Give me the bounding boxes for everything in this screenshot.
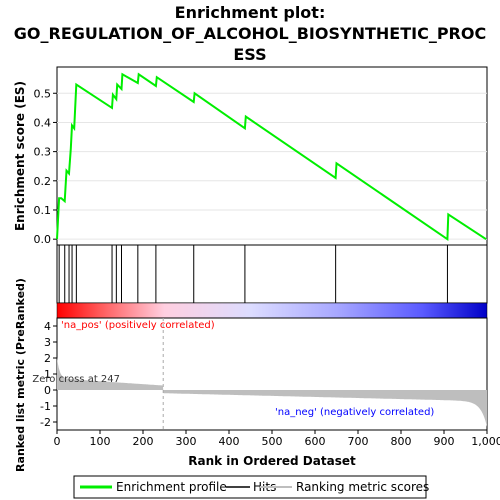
color-bar-rect bbox=[56, 302, 488, 319]
metric-ytick-label: 3 bbox=[44, 336, 51, 349]
es-y-axis-label: Enrichment score (ES) bbox=[13, 81, 27, 231]
x-tick-label: 0 bbox=[54, 435, 61, 448]
x-tick-label: 300 bbox=[176, 435, 197, 448]
x-tick-label: 700 bbox=[348, 435, 369, 448]
es-panel: 0.0 0.1 0.2 0.3 0.4 0.5 Enrichment score (ES) bbox=[13, 66, 488, 246]
legend-metric-label: Ranking metric scores bbox=[296, 480, 429, 494]
hit-lines bbox=[58, 245, 448, 303]
negative-correlation-label: 'na_neg' (negatively correlated) bbox=[275, 407, 434, 418]
legend-enrichment-label: Enrichment profile bbox=[116, 480, 227, 494]
x-tick-label: 1,000 bbox=[471, 435, 500, 448]
legend: Enrichment profile Hits Ranking metric s… bbox=[73, 475, 429, 499]
es-ytick-label: 0.4 bbox=[34, 116, 52, 129]
ranking-metric-area bbox=[57, 357, 487, 427]
x-tick-label: 500 bbox=[262, 435, 283, 448]
metric-y-ticks: -2 -1 0 1 2 3 4 bbox=[40, 320, 57, 429]
metric-ytick-label: -1 bbox=[40, 400, 51, 413]
x-axis-ticks: 0 100 200 300 400 500 600 700 800 900 1,000 bbox=[54, 430, 500, 448]
metric-ytick-label: 4 bbox=[44, 320, 51, 333]
metric-ytick-label: -2 bbox=[40, 416, 51, 429]
metric-y-axis-label: Ranked list metric (PreRanked) bbox=[14, 278, 27, 472]
enrichment-profile-line bbox=[56, 72, 487, 242]
title-line-1: Enrichment plot: bbox=[175, 3, 326, 22]
title-line-3: ESS bbox=[233, 45, 266, 64]
positive-correlation-label: 'na_pos' (positively correlated) bbox=[61, 320, 215, 331]
x-tick-label: 100 bbox=[90, 435, 111, 448]
ranking-color-bar bbox=[56, 302, 488, 319]
es-ytick-label: 0.2 bbox=[34, 175, 52, 188]
es-gridlines bbox=[57, 92, 487, 240]
x-tick-label: 400 bbox=[219, 435, 240, 448]
es-y-ticks: 0.0 0.1 0.2 0.3 0.4 0.5 bbox=[34, 87, 57, 246]
hits-plot-area bbox=[56, 244, 488, 304]
x-tick-label: 200 bbox=[133, 435, 154, 448]
metric-ytick-label: 0 bbox=[44, 384, 51, 397]
hits-panel bbox=[56, 244, 488, 304]
x-axis-label: Rank in Ordered Dataset bbox=[188, 454, 356, 468]
metric-ytick-label: 1 bbox=[44, 368, 51, 381]
metric-panel: -2 -1 0 1 2 3 4 'na_pos' (positively correlate… bbox=[14, 278, 488, 472]
es-ytick-label: 0.5 bbox=[34, 87, 52, 100]
x-tick-label: 600 bbox=[305, 435, 326, 448]
title-line-2: GO_REGULATION_OF_ALCOHOL_BIOSYNTHETIC_PR… bbox=[14, 24, 486, 43]
es-plot-area bbox=[56, 66, 488, 246]
es-ytick-label: 0.1 bbox=[34, 204, 52, 217]
x-tick-label: 900 bbox=[434, 435, 455, 448]
es-ytick-label: 0.3 bbox=[34, 146, 52, 159]
x-tick-label: 800 bbox=[391, 435, 412, 448]
zero-cross-label: Zero cross at 247 bbox=[32, 374, 120, 385]
es-ytick-label: 0.0 bbox=[34, 233, 52, 246]
metric-ytick-label: 2 bbox=[44, 352, 51, 365]
